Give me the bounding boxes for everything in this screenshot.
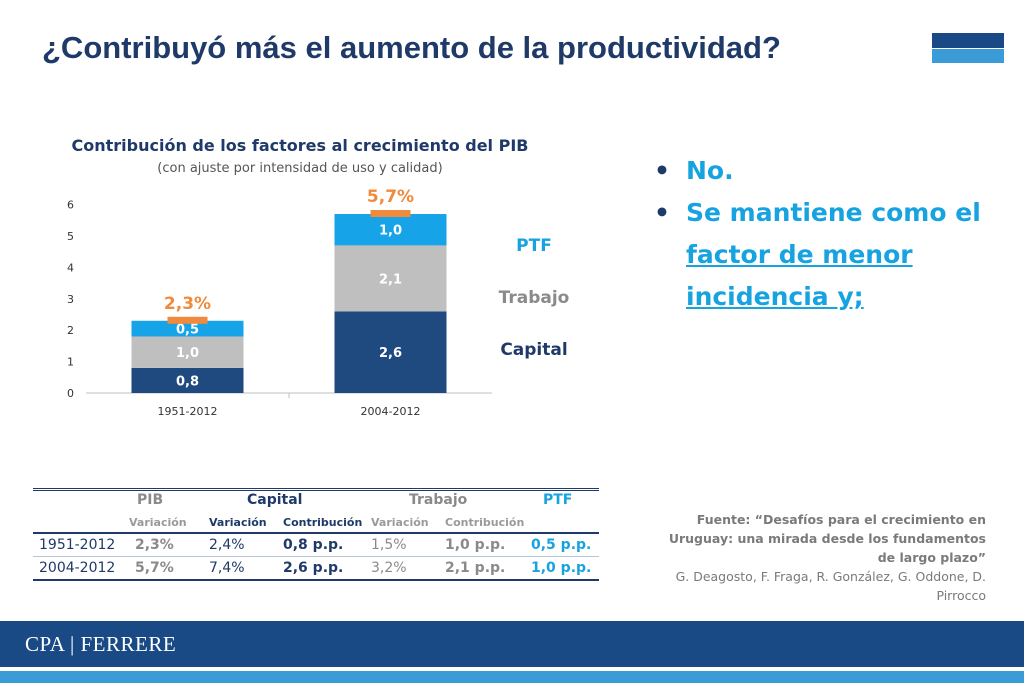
company-logo: CPA | FERRERE bbox=[25, 632, 177, 656]
cell-ptf-contribucion: 1,0 p.p. bbox=[531, 556, 599, 581]
stacked-bar-chart: Contribución de los factores al crecimie… bbox=[67, 136, 570, 418]
table-subheader: Variación Variación Contribución Variaci… bbox=[33, 512, 599, 534]
subheader-trabajo-variacion: Variación bbox=[371, 512, 445, 534]
cell-capital-variacion: 7,4% bbox=[209, 556, 283, 581]
bullet-item-1: • No. bbox=[650, 150, 1010, 192]
cell-trabajo-variacion: 1,5% bbox=[371, 533, 445, 557]
bullet-text-underlined: factor de menor incidencia y; bbox=[686, 240, 913, 311]
y-tick-label: 2 bbox=[67, 324, 74, 337]
subheader-trabajo-contribucion: Contribución bbox=[445, 512, 531, 534]
header-trabajo: Trabajo bbox=[409, 492, 468, 508]
subheader-capital-variacion: Variación bbox=[209, 512, 283, 534]
y-tick-label: 1 bbox=[67, 356, 74, 369]
total-marker bbox=[370, 210, 411, 218]
total-label: 2,3% bbox=[164, 294, 211, 314]
decorative-bar-dark bbox=[932, 33, 1004, 48]
legend-label-ptf: PTF bbox=[516, 236, 552, 256]
y-tick-label: 6 bbox=[67, 199, 74, 212]
table-header-empty bbox=[33, 488, 129, 512]
bullet-text: Se mantiene como el bbox=[686, 198, 981, 227]
footer-strip bbox=[0, 671, 1024, 683]
bar-segment-capital bbox=[334, 311, 447, 393]
table-subheader-empty bbox=[33, 512, 129, 534]
cell-period: 2004-2012 bbox=[33, 556, 129, 581]
cell-capital-contribucion: 0,8 p.p. bbox=[283, 533, 371, 557]
cell-capital-contribucion: 2,6 p.p. bbox=[283, 556, 371, 581]
bar-segment-trabajo bbox=[131, 336, 244, 368]
footer-bar bbox=[0, 621, 1024, 667]
y-tick-label: 3 bbox=[67, 293, 74, 306]
source-authors: G. Deagosto, F. Fraga, R. González, G. O… bbox=[675, 569, 986, 603]
y-tick-label: 4 bbox=[67, 261, 74, 274]
cell-trabajo-variacion: 3,2% bbox=[371, 556, 445, 581]
total-label: 5,7% bbox=[367, 187, 414, 207]
data-label: 2,1 bbox=[379, 272, 402, 287]
header-capital: Capital bbox=[247, 492, 303, 508]
data-label: 1,0 bbox=[176, 346, 199, 361]
growth-table: PIB Capital Trabajo PTF Variación Variac… bbox=[33, 488, 599, 581]
cell-pib-variacion: 5,7% bbox=[129, 556, 209, 581]
data-label: 0,5 bbox=[176, 323, 199, 338]
bullet-dot-icon: • bbox=[654, 156, 670, 185]
cell-trabajo-contribucion: 1,0 p.p. bbox=[445, 533, 531, 557]
bar-segment-ptf bbox=[131, 320, 244, 337]
bar-segment-capital bbox=[131, 367, 244, 393]
bullet-text: No. bbox=[686, 156, 734, 185]
bar-segment-ptf bbox=[334, 214, 447, 246]
total-marker bbox=[167, 316, 208, 324]
page-title: ¿Contribuyó más el aumento de la product… bbox=[42, 30, 781, 65]
data-label: 1,0 bbox=[379, 224, 402, 239]
source-title: Fuente: “Desafíos para el crecimiento en… bbox=[668, 512, 986, 565]
data-label: 2,6 bbox=[379, 346, 402, 361]
y-tick-label: 0 bbox=[67, 387, 74, 400]
source-note: Fuente: “Desafíos para el crecimiento en… bbox=[660, 510, 986, 605]
bullet-dot-icon: • bbox=[654, 198, 670, 227]
subheader-ptf-empty bbox=[531, 512, 599, 534]
cell-ptf-contribucion: 0,5 p.p. bbox=[531, 533, 599, 557]
subheader-pib-variacion: Variación bbox=[129, 512, 209, 534]
x-tick-label: 1951-2012 bbox=[158, 405, 218, 418]
data-label: 0,8 bbox=[176, 374, 199, 389]
x-tick-label: 2004-2012 bbox=[361, 405, 421, 418]
y-tick-label: 5 bbox=[67, 230, 74, 243]
chart-title: Contribución de los factores al crecimie… bbox=[72, 136, 529, 155]
header-pib: PIB bbox=[137, 492, 164, 508]
cell-trabajo-contribucion: 2,1 p.p. bbox=[445, 556, 531, 581]
chart-subtitle: (con ajuste por intensidad de uso y cali… bbox=[157, 161, 442, 176]
legend-label-capital: Capital bbox=[500, 340, 567, 360]
decorative-bar-light bbox=[932, 49, 1004, 63]
cell-period: 1951-2012 bbox=[33, 533, 129, 557]
subheader-capital-contribucion: Contribución bbox=[283, 512, 371, 534]
cell-capital-variacion: 2,4% bbox=[209, 533, 283, 557]
header-ptf: PTF bbox=[543, 492, 573, 508]
table-top-rule bbox=[33, 488, 599, 493]
bullet-item-2: • Se mantiene como el factor de menor in… bbox=[650, 192, 1010, 318]
table-row: 1951-2012 2,3% 2,4% 0,8 p.p. 1,5% 1,0 p.… bbox=[33, 533, 599, 557]
bullet-list: • No. • Se mantiene como el factor de me… bbox=[650, 150, 1010, 318]
table-row: 2004-2012 5,7% 7,4% 2,6 p.p. 3,2% 2,1 p.… bbox=[33, 556, 599, 581]
cell-pib-variacion: 2,3% bbox=[129, 533, 209, 557]
table-group-header: PIB Capital Trabajo PTF bbox=[33, 488, 599, 512]
legend-label-trabajo: Trabajo bbox=[499, 288, 570, 308]
bar-segment-trabajo bbox=[334, 245, 447, 312]
